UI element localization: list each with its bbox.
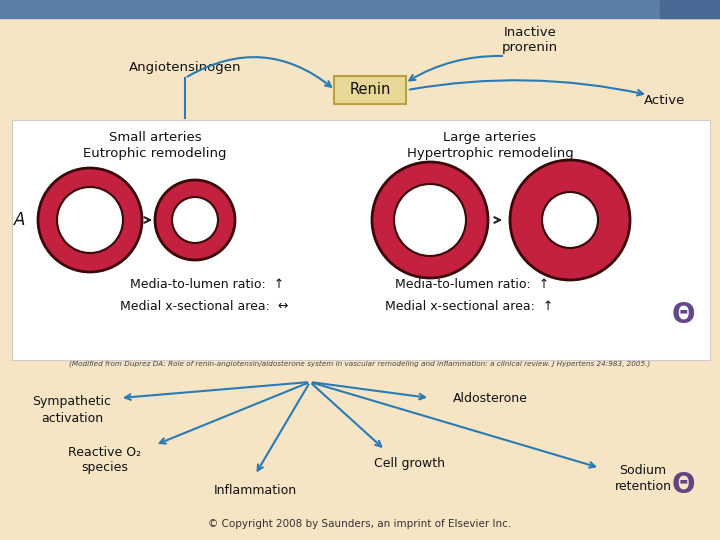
Circle shape xyxy=(57,187,123,253)
Text: (Modified from Duprez DA: Role of renin-angiotensin/aldosterone system in vascul: (Modified from Duprez DA: Role of renin-… xyxy=(69,361,651,367)
Text: Sympathetic
activation: Sympathetic activation xyxy=(32,395,112,424)
Bar xyxy=(660,0,720,18)
Text: Cell growth: Cell growth xyxy=(374,456,446,469)
Text: Inflammation: Inflammation xyxy=(213,483,297,496)
Text: © Copyright 2008 by Saunders, an imprint of Elsevier Inc.: © Copyright 2008 by Saunders, an imprint… xyxy=(208,519,512,529)
Bar xyxy=(0,0,720,18)
Circle shape xyxy=(394,184,466,256)
Circle shape xyxy=(38,168,142,272)
Text: A: A xyxy=(14,211,25,229)
Text: Small arteries
Eutrophic remodeling: Small arteries Eutrophic remodeling xyxy=(84,131,227,160)
Text: Media-to-lumen ratio:  ↑: Media-to-lumen ratio: ↑ xyxy=(130,278,284,291)
Text: Active: Active xyxy=(644,93,685,106)
Text: Θ: Θ xyxy=(671,471,695,499)
Circle shape xyxy=(172,197,218,243)
Text: Angiotensinogen: Angiotensinogen xyxy=(129,62,241,75)
Circle shape xyxy=(542,192,598,248)
Text: Renin: Renin xyxy=(349,83,391,98)
Circle shape xyxy=(155,180,235,260)
Text: Θ: Θ xyxy=(671,301,695,329)
Text: Large arteries
Hypertrophic remodeling: Large arteries Hypertrophic remodeling xyxy=(407,131,573,160)
Text: Sodium
retention: Sodium retention xyxy=(614,463,672,492)
Text: Media-to-lumen ratio:  ↑: Media-to-lumen ratio: ↑ xyxy=(395,278,549,291)
FancyBboxPatch shape xyxy=(334,76,406,104)
Text: Inactive
prorenin: Inactive prorenin xyxy=(502,25,558,55)
Circle shape xyxy=(510,160,630,280)
Bar xyxy=(12,120,710,360)
Text: Reactive O₂
species: Reactive O₂ species xyxy=(68,446,142,475)
Text: Medial x-sectional area:  ↔: Medial x-sectional area: ↔ xyxy=(120,300,289,313)
Text: Aldosterone: Aldosterone xyxy=(453,392,528,404)
Circle shape xyxy=(372,162,488,278)
Text: Medial x-sectional area:  ↑: Medial x-sectional area: ↑ xyxy=(385,300,554,313)
